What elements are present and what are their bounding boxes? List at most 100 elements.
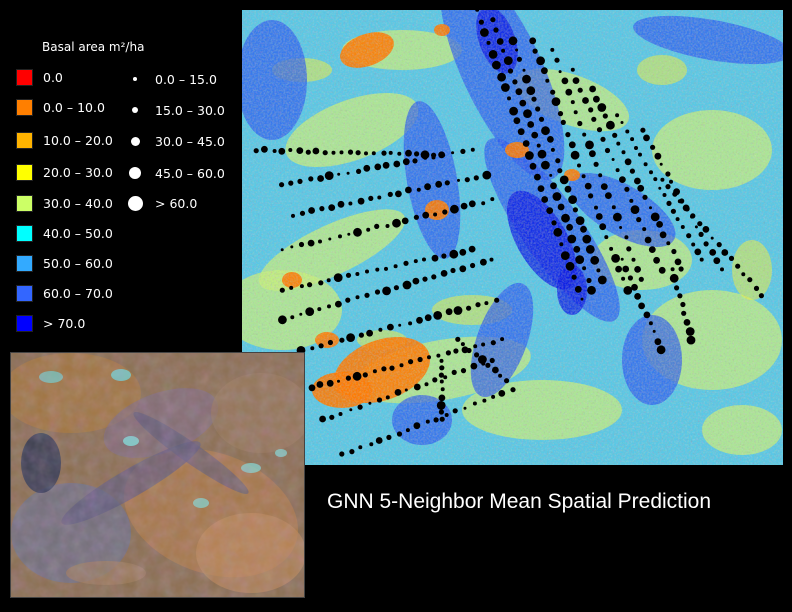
plot-marker bbox=[665, 184, 671, 190]
plot-marker bbox=[599, 223, 607, 231]
plot-marker bbox=[623, 286, 633, 295]
plot-marker bbox=[585, 245, 595, 254]
plot-marker bbox=[372, 369, 377, 374]
map-caption: GNN 5-Neighbor Mean Spatial Prediction bbox=[327, 490, 712, 513]
plot-marker bbox=[424, 183, 431, 191]
plot-marker bbox=[565, 88, 573, 96]
plot-marker bbox=[690, 213, 696, 219]
plot-marker bbox=[575, 216, 585, 226]
plot-marker bbox=[677, 199, 682, 204]
plot-marker bbox=[697, 221, 703, 227]
plot-marker bbox=[560, 119, 566, 125]
plot-marker bbox=[363, 164, 371, 172]
plot-marker bbox=[720, 267, 724, 272]
plot-marker bbox=[650, 144, 656, 150]
plot-marker bbox=[331, 150, 336, 155]
plot-marker bbox=[457, 178, 460, 182]
plot-marker bbox=[508, 36, 518, 46]
plot-marker bbox=[318, 280, 324, 286]
plot-marker bbox=[445, 350, 451, 356]
plot-marker bbox=[413, 259, 418, 264]
plot-marker bbox=[442, 209, 448, 215]
plot-marker bbox=[653, 256, 660, 264]
plot-marker bbox=[642, 227, 647, 232]
plot-marker bbox=[653, 177, 658, 182]
plot-marker bbox=[588, 107, 594, 113]
plot-marker bbox=[709, 249, 717, 256]
plot-marker bbox=[357, 404, 363, 410]
prediction-map bbox=[242, 10, 783, 465]
plot-marker bbox=[305, 307, 315, 316]
plot-marker bbox=[478, 19, 484, 25]
plot-marker bbox=[387, 191, 393, 197]
plot-marker bbox=[481, 342, 486, 347]
plot-marker bbox=[440, 270, 448, 277]
plot-marker bbox=[432, 377, 438, 383]
plot-marker bbox=[402, 158, 410, 166]
plot-marker bbox=[642, 194, 648, 200]
plot-marker bbox=[317, 175, 324, 182]
plot-marker bbox=[439, 416, 445, 422]
plot-marker bbox=[413, 422, 421, 430]
satellite-image bbox=[10, 352, 305, 598]
legend-plot-size-0: 0.0 – 15.0 bbox=[126, 70, 217, 88]
plot-marker bbox=[329, 414, 335, 420]
plot-marker bbox=[339, 150, 344, 155]
plot-marker bbox=[586, 277, 592, 284]
plot-marker bbox=[643, 134, 650, 142]
legend-class-5: 40.0 – 50.0 bbox=[16, 224, 113, 242]
plot-marker bbox=[394, 389, 402, 396]
plot-marker bbox=[619, 176, 626, 184]
plot-marker bbox=[388, 150, 393, 155]
plot-marker bbox=[565, 132, 571, 138]
plot-marker bbox=[634, 293, 641, 300]
plot-size-dot bbox=[130, 136, 140, 146]
plot-marker bbox=[570, 100, 575, 105]
plot-marker bbox=[596, 127, 603, 133]
plot-marker bbox=[460, 202, 468, 210]
plot-marker bbox=[486, 40, 491, 45]
plot-marker bbox=[568, 195, 577, 205]
plot-marker bbox=[272, 149, 277, 153]
plot-marker bbox=[517, 128, 525, 136]
plot-marker bbox=[631, 283, 638, 291]
plot-marker bbox=[493, 27, 499, 33]
plot-marker bbox=[381, 366, 387, 372]
plot-marker bbox=[408, 321, 413, 326]
plot-marker bbox=[753, 285, 760, 291]
plot-marker bbox=[288, 180, 294, 186]
plot-marker bbox=[550, 182, 557, 190]
plot-marker bbox=[422, 257, 426, 262]
plot-marker bbox=[630, 137, 635, 142]
plot-marker bbox=[534, 173, 541, 181]
legend-class-4: 30.0 – 40.0 bbox=[16, 194, 113, 212]
legend-plot-size-3: 45.0 – 60.0 bbox=[126, 164, 225, 182]
plot-marker bbox=[307, 239, 315, 247]
plot-marker bbox=[362, 372, 368, 378]
plot-marker bbox=[317, 307, 322, 312]
plot-marker bbox=[368, 195, 374, 201]
plot-marker bbox=[649, 170, 653, 175]
plot-marker bbox=[297, 178, 303, 184]
plot-marker bbox=[638, 152, 642, 157]
plot-marker bbox=[741, 272, 746, 277]
plot-marker bbox=[385, 224, 390, 228]
plot-marker bbox=[624, 158, 632, 166]
plot-marker bbox=[324, 171, 334, 181]
plot-marker bbox=[327, 304, 331, 309]
plot-marker bbox=[425, 419, 430, 424]
plot-marker bbox=[280, 248, 284, 252]
plot-marker bbox=[289, 285, 294, 290]
plot-marker bbox=[455, 336, 461, 342]
plot-marker bbox=[489, 357, 495, 364]
plot-marker bbox=[290, 245, 294, 249]
plot-marker bbox=[612, 132, 618, 138]
plot-marker bbox=[557, 111, 564, 117]
plot-marker bbox=[345, 272, 352, 278]
plot-marker bbox=[346, 171, 350, 175]
plot-marker bbox=[615, 168, 620, 173]
legend-class-label: 0.0 – 10.0 bbox=[43, 99, 105, 115]
plot-marker bbox=[574, 285, 582, 293]
plot-marker bbox=[545, 78, 550, 83]
plot-marker bbox=[475, 10, 480, 12]
